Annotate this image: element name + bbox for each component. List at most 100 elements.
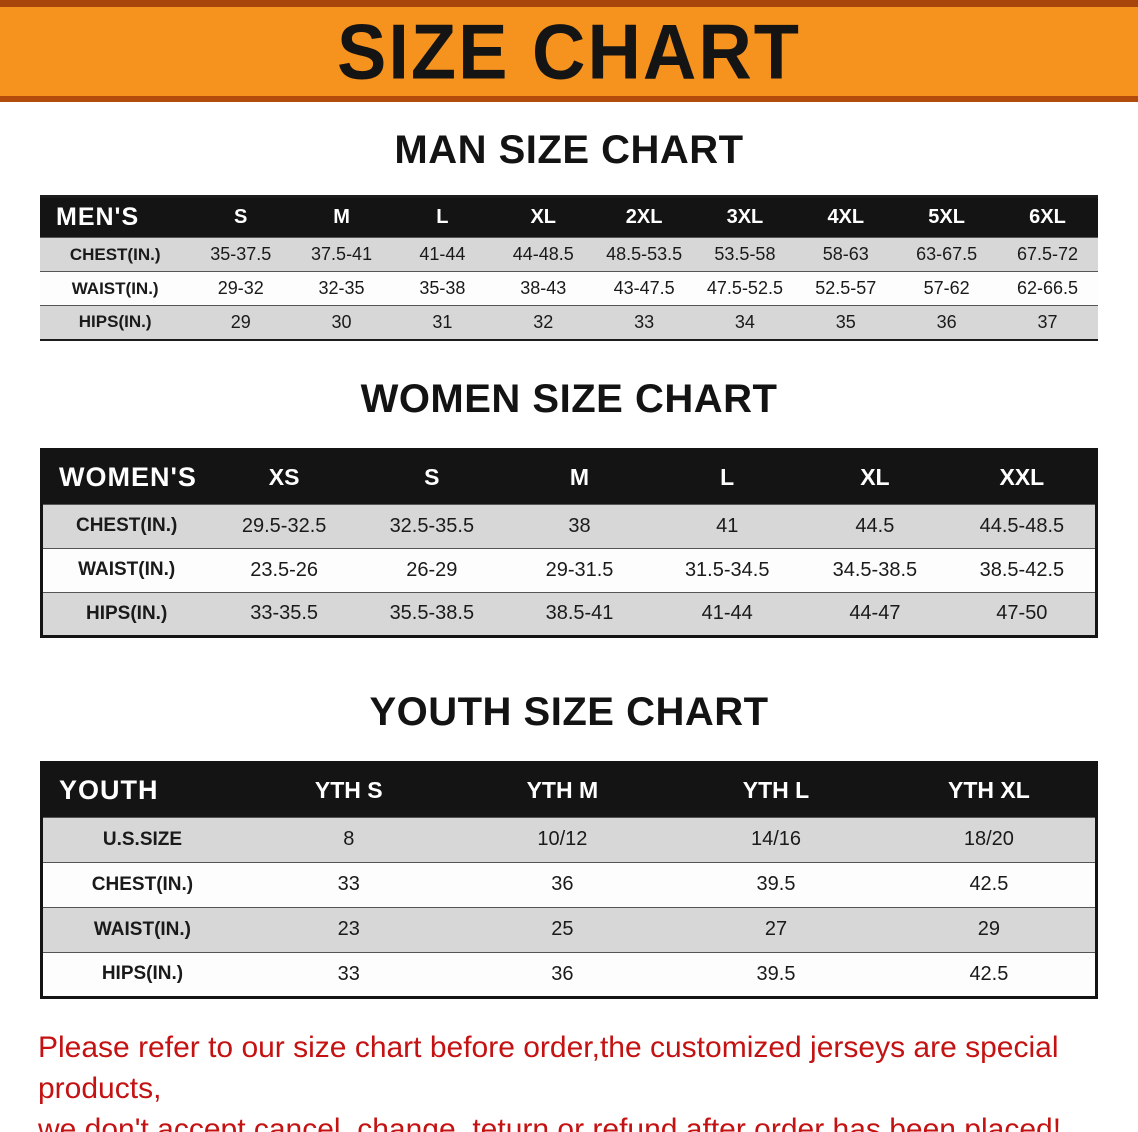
measurement-value: 35-38	[419, 278, 466, 298]
measurement-value: 44.5	[855, 514, 895, 537]
measurement-label: CHEST(IN.)	[75, 515, 178, 536]
measurement-value: 44-47	[849, 602, 901, 624]
measurement-row: HIPS(IN.) 29 30 31 32 33 34 35 36 37	[40, 305, 1098, 340]
measurement-value: 38.5-42.5	[979, 558, 1065, 581]
measurement-row: WAIST(IN.) 23.5-26 26-29 29-31.5 31.5-34.5 34…	[41, 548, 1097, 592]
measurement-row: WAIST(IN.) 29-32 32-35 35-38 38-43 43-47.5 47.…	[40, 271, 1098, 306]
measurement-value: 26-29	[406, 558, 458, 581]
measurement-value: 58-63	[822, 244, 869, 264]
measurement-value: 10/12	[537, 828, 588, 850]
measurement-value: 53.5-58	[714, 244, 776, 264]
measurement-value: 27	[764, 918, 788, 940]
measurement-value: 29-31.5	[545, 558, 614, 581]
size-column-header: YTH L	[669, 762, 883, 817]
measurement-label: HIPS(IN.)	[78, 312, 152, 332]
measurement-label: U.S.SIZE	[102, 828, 183, 850]
measurement-row: WAIST(IN.) 23 25 27 29	[41, 907, 1097, 952]
measurement-value: 43-47.5	[613, 278, 675, 298]
measurement-value: 36	[936, 311, 957, 332]
measurement-value: 29	[230, 311, 251, 332]
measurement-value: 31.5-34.5	[684, 558, 770, 581]
measurement-value: 39.5	[756, 962, 796, 985]
measurement-value: 23	[337, 918, 360, 940]
measurement-value: 32	[533, 311, 554, 332]
measurement-value: 63-67.5	[916, 244, 978, 264]
banner: SIZE CHART	[0, 0, 1138, 102]
size-header-row: YOUTH YTH S YTH M YTH L YTH XL	[41, 762, 1097, 817]
table-corner-label: YOUTH	[41, 762, 242, 817]
measurement-value: 38-43	[520, 278, 567, 298]
measurement-label: WAIST(IN.)	[93, 918, 192, 940]
table-corner-label: WOMEN'S	[41, 449, 211, 504]
measurement-value: 41-44	[419, 244, 466, 264]
section-heading: WOMEN SIZE CHART	[360, 376, 778, 421]
measurement-value: 42.5	[969, 962, 1009, 985]
measurement-value: 52.5-57	[815, 278, 877, 298]
measurement-row: CHEST(IN.) 35-37.5 37.5-41 41-44 44-48.5 48.5…	[40, 237, 1098, 272]
size-column-header: XL	[801, 449, 949, 504]
size-column-header: 6XL	[997, 196, 1098, 238]
size-header-row: WOMEN'S XS S M L XL XXL	[41, 449, 1097, 504]
measurement-value: 29.5-32.5	[241, 514, 327, 537]
youth-size-table: YOUTH YTH S YTH M YTH L YTH XL U.S.SIZE 8 10/12…	[40, 760, 1098, 999]
measurement-row: CHEST(IN.) 33 36 39.5 42.5	[41, 862, 1097, 907]
size-column-header: XS	[210, 449, 358, 504]
size-column-header: L	[391, 196, 493, 238]
measurement-value: 33	[634, 311, 655, 332]
measurement-value: 44-48.5	[512, 244, 574, 264]
measurement-value: 35	[835, 311, 856, 332]
measurement-row: HIPS(IN.) 33 36 39.5 42.5	[41, 952, 1097, 997]
measurement-value: 47.5-52.5	[706, 278, 783, 298]
measurement-value: 41-44	[701, 602, 753, 624]
measurement-value: 33	[337, 962, 360, 985]
size-column-header: S	[357, 449, 506, 504]
size-column-header: 4XL	[795, 196, 897, 238]
size-column-header: YTH S	[241, 762, 456, 817]
measurement-value: 44.5-48.5	[979, 514, 1065, 537]
measurement-value: 57-62	[923, 278, 970, 298]
notice-line-1: Please refer to our size chart before or…	[38, 1030, 1059, 1105]
size-column-header: S	[190, 196, 292, 238]
size-column-header: YTH M	[455, 762, 670, 817]
measurement-row: HIPS(IN.) 33-35.5 35.5-38.5 38.5-41 41-44 44-…	[41, 592, 1097, 636]
size-column-header: YTH XL	[882, 762, 1097, 817]
measurement-label: HIPS(IN.)	[101, 963, 184, 984]
measurement-value: 36	[551, 873, 574, 895]
measurement-value: 29	[977, 918, 1001, 940]
measurement-row: CHEST(IN.) 29.5-32.5 32.5-35.5 38 41 44.5 44.5…	[41, 504, 1097, 548]
measurement-value: 30	[331, 311, 352, 332]
measurement-value: 32.5-35.5	[389, 514, 475, 537]
size-column-header: M	[505, 449, 654, 504]
measurement-value: 34.5-38.5	[832, 558, 918, 581]
section-heading: MAN SIZE CHART	[394, 128, 744, 172]
measurement-value: 23.5-26	[250, 558, 319, 581]
measurement-value: 47-50	[996, 602, 1048, 624]
measurement-value: 48.5-53.5	[606, 244, 683, 264]
measurement-value: 25	[551, 918, 574, 940]
notice-line-2: we don't accept cancel, change, teturn o…	[38, 1113, 1062, 1132]
size-column-header: XXL	[948, 449, 1097, 504]
measurement-value: 33-35.5	[250, 602, 319, 624]
womens-size-table: WOMEN'S XS S M L XL XXL CHEST(IN.) 29.5-32.5 32.5…	[40, 447, 1098, 638]
measurement-value: 18/20	[963, 828, 1014, 850]
measurement-label: WAIST(IN.)	[71, 278, 159, 298]
measurement-row: U.S.SIZE 8 10/12 14/16 18/20	[41, 817, 1097, 862]
section-heading: YOUTH SIZE CHART	[369, 689, 769, 734]
measurement-value: 62-66.5	[1016, 278, 1079, 298]
table-corner-label: MEN'S	[40, 196, 191, 238]
measurement-value: 29-32	[217, 278, 264, 298]
measurement-value: 37.5-41	[311, 244, 373, 264]
measurement-value: 67.5-72	[1016, 244, 1079, 264]
size-column-header: 2XL	[593, 196, 695, 238]
sections: MAN SIZE CHART MEN'S S M L XL 2XL 3XL 4XL 5XL 6XL C…	[0, 128, 1138, 999]
measurement-value: 39.5	[756, 873, 796, 895]
measurement-value: 32-35	[318, 278, 365, 298]
measurement-value: 38.5-41	[545, 602, 614, 624]
size-column-header: XL	[492, 196, 594, 238]
mens-size-table: MEN'S S M L XL 2XL 3XL 4XL 5XL 6XL CHEST(IN.) 35-37…	[40, 195, 1098, 341]
measurement-value: 8	[343, 828, 355, 850]
measurement-value: 41	[716, 514, 739, 537]
measurement-value: 37	[1037, 311, 1058, 332]
measurement-label: CHEST(IN.)	[69, 244, 161, 264]
